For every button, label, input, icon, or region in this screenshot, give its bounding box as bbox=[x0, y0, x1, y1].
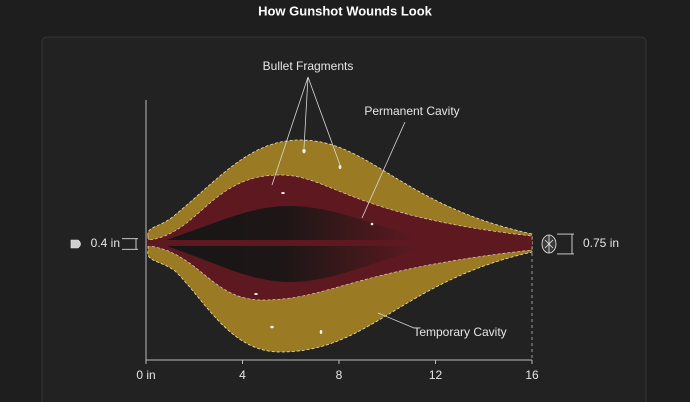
diameter-label: 0.4 in bbox=[91, 236, 120, 250]
fragments bbox=[254, 148, 374, 334]
x-tick-label: 4 bbox=[239, 368, 246, 382]
x-tick-label: 8 bbox=[336, 368, 343, 382]
fragments-leader bbox=[271, 76, 341, 186]
title: How Gunshot Wounds Look bbox=[258, 3, 433, 18]
diameter-label: 0.75 in bbox=[583, 236, 619, 250]
diameter-bracket bbox=[122, 238, 138, 250]
annotation: Permanent Cavity bbox=[364, 104, 459, 118]
annotation: Bullet Fragments bbox=[263, 59, 354, 73]
bullet-entry bbox=[70, 239, 81, 249]
diameter-bracket bbox=[557, 233, 574, 255]
x-tick-label: 0 in bbox=[136, 368, 155, 382]
temporary-leader bbox=[377, 312, 415, 329]
x-tick-label: 12 bbox=[429, 368, 443, 382]
permanent-leader bbox=[361, 121, 406, 219]
annotation: Temporary Cavity bbox=[413, 325, 506, 339]
bullet-exit bbox=[541, 234, 557, 254]
x-tick-label: 16 bbox=[525, 368, 539, 382]
